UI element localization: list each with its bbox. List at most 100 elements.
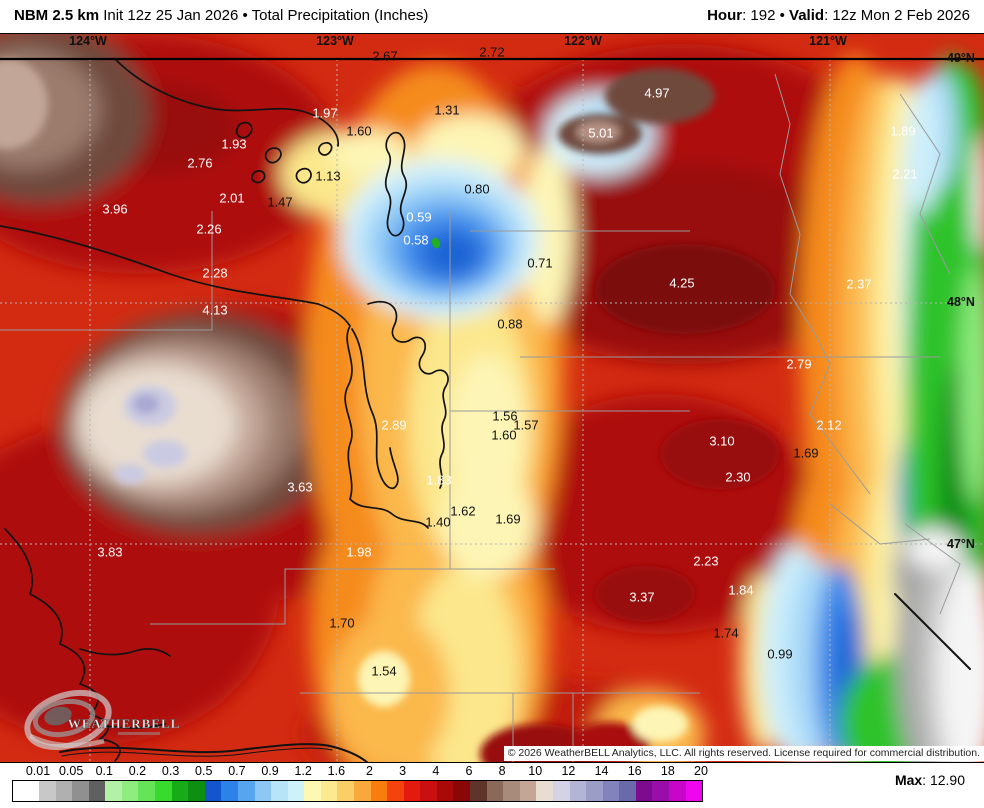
- colorbar-tick: 0.7: [228, 764, 246, 778]
- model-init-info: Init 12z 25 Jan 2026 • Total Precipitati…: [99, 7, 429, 24]
- hour-label: Hour: [707, 7, 743, 24]
- colorbar-tick: 8: [498, 764, 506, 778]
- colorbar-segment: [171, 781, 189, 801]
- puget-sound-channels: [367, 300, 449, 489]
- colorbar-tick: 16: [627, 764, 642, 778]
- colorbar-segment: [254, 781, 272, 801]
- colorbar-segment: [72, 781, 89, 801]
- colorbar-segment: [320, 781, 338, 801]
- valid-value: : 12z Mon 2 Feb 2026: [824, 7, 970, 24]
- gulf-islands: [235, 121, 333, 184]
- colorbar-segment: [403, 781, 421, 801]
- weatherbell-logo-text: WEATHERBELL: [68, 716, 181, 731]
- colorbar-segment: [13, 781, 39, 801]
- colorbar-segment: [370, 781, 388, 801]
- longitude-label: 122°W: [564, 34, 602, 48]
- colorbar-segment: [221, 781, 238, 801]
- colorbar-tick: 0.05: [58, 764, 84, 778]
- model-name: NBM 2.5 km: [14, 7, 100, 24]
- colorbar-tick: 0.01: [25, 764, 51, 778]
- green-station-dot: [431, 237, 441, 249]
- colorbar-tick: 14: [594, 764, 609, 778]
- colorbar-segment: [420, 781, 437, 801]
- colorbar-segment: [271, 781, 288, 801]
- vancouver-island-coast: [114, 58, 339, 147]
- precip-field: [0, 34, 984, 763]
- model-title: NBM 2.5 km Init 12z 25 Jan 2026 • Total …: [14, 7, 428, 24]
- colorbar-tick-labels: 0.01 0.05 0.1 0.2 0.3 0.5 0.7 0.9 1.2 1.6 2 3 4 6 8 10 1…: [0, 764, 984, 779]
- colorbar-segment: [586, 781, 603, 801]
- colorbar-segment: [353, 781, 371, 801]
- max-value: : 12.90: [922, 772, 965, 788]
- colorbar-tick: 18: [660, 764, 675, 778]
- hood-canal: [351, 328, 399, 490]
- hour-value: : 192 •: [742, 7, 790, 24]
- colorbar-segment: [519, 781, 537, 801]
- colorbar-segment: [55, 781, 73, 801]
- columbia-river: [59, 743, 369, 763]
- colorbar-tick: 0.1: [95, 764, 113, 778]
- colorbar-segment: [668, 781, 686, 801]
- colorbar-tick: 3: [399, 764, 407, 778]
- valid-label: Valid: [789, 7, 825, 24]
- colorbar-segment: [39, 781, 56, 801]
- colorbar-segment: [635, 781, 653, 801]
- colorbar-segment: [552, 781, 570, 801]
- colorbar-segment: [486, 781, 504, 801]
- coastlines: [0, 58, 971, 763]
- latitude-label: 48°N: [947, 295, 975, 309]
- colorbar-segment: [536, 781, 553, 801]
- colorbar-segment: [685, 781, 703, 801]
- colorbar-segment: [503, 781, 520, 801]
- colorbar-tick: 2: [366, 764, 373, 778]
- colorbar-segment: [121, 781, 139, 801]
- longitude-label: 121°W: [809, 34, 847, 48]
- whidbey-island: [384, 131, 408, 237]
- colorbar-tick: 4: [432, 764, 440, 778]
- colorbar-segment: [436, 781, 454, 801]
- colorbar-tick: 0.5: [195, 764, 213, 778]
- colorbar-segment: [237, 781, 255, 801]
- colorbar-tick: 1.2: [294, 764, 312, 778]
- colorbar-segment: [470, 781, 487, 801]
- colorbar-segment: [652, 781, 669, 801]
- colorbar-tick: 6: [465, 764, 473, 778]
- colorbar-segment: [188, 781, 205, 801]
- longitude-label: 123°W: [316, 34, 354, 48]
- colorbar-segment: [619, 781, 636, 801]
- colorbar-segment: [155, 781, 172, 801]
- colorbar-segment: [453, 781, 471, 801]
- title-bar: NBM 2.5 km Init 12z 25 Jan 2026 • Total …: [0, 0, 984, 33]
- lake-chelan: [894, 593, 971, 670]
- colorbar-legend: 0.01 0.05 0.1 0.2 0.3 0.5 0.7 0.9 1.2 1.6 2 3 4 6 8 10 1…: [0, 762, 984, 808]
- columbia-river-bank: [61, 747, 333, 757]
- colorbar-segment: [105, 781, 122, 801]
- grays-harbor: [79, 648, 171, 657]
- colorbar-tick: 0.9: [261, 764, 279, 778]
- latitude-label: 47°N: [947, 537, 975, 551]
- precip-map-svg: WEATHERBELL: [0, 34, 984, 763]
- valid-time: Hour: 192 • Valid: 12z Mon 2 Feb 2026: [707, 7, 970, 24]
- colorbar-segment: [287, 781, 305, 801]
- max-label: Max: [894, 772, 923, 788]
- strait-of-juan-de-fuca-coast: [0, 225, 353, 500]
- colorbar-gradient: [12, 780, 703, 802]
- colorbar-tick: 20: [694, 764, 708, 778]
- south-sound: [349, 498, 429, 529]
- colorbar-tick: 12: [561, 764, 576, 778]
- colorbar-segment: [304, 781, 321, 801]
- copyright-notice: © 2026 WeatherBELL Analytics, LLC. All r…: [503, 746, 984, 761]
- colorbar-segment: [138, 781, 156, 801]
- pacific-coast: [4, 528, 121, 762]
- precip-map: WEATHERBELL 2.67 2.72 4.97 5.01 1.89 1.97 1.31…: [0, 33, 984, 763]
- longitude-label: 124°W: [69, 34, 107, 48]
- colorbar-segment: [387, 781, 404, 801]
- colorbar-tick: 0.3: [161, 764, 180, 778]
- colorbar-segment: [337, 781, 354, 801]
- colorbar-segment: [204, 781, 222, 801]
- colorbar-segment: [88, 781, 106, 801]
- colorbar-segment: [602, 781, 620, 801]
- colorbar-tick: 10: [528, 764, 543, 778]
- max-value-readout: Max: 12.90: [895, 772, 965, 788]
